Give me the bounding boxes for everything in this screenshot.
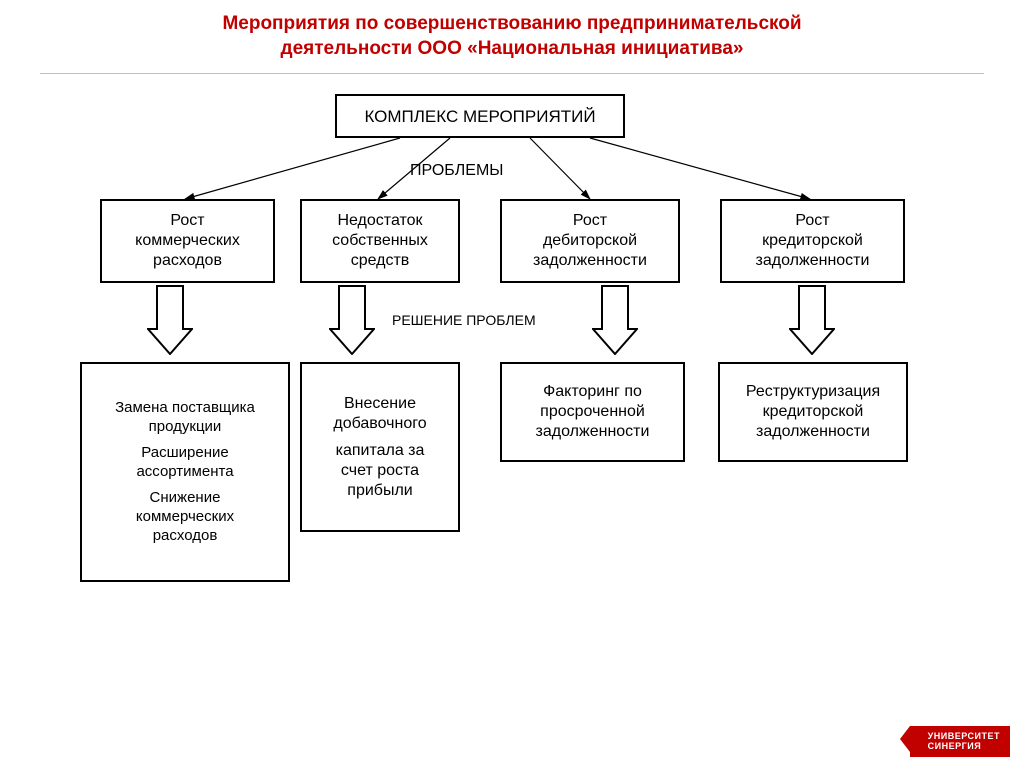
root-node: КОМПЛЕКС МЕРОПРИЯТИЙ bbox=[335, 94, 625, 138]
solution-0-line: Расширение bbox=[141, 444, 228, 463]
solution-0-line: расходов bbox=[153, 527, 218, 546]
problem-0-line: коммерческих bbox=[135, 231, 240, 251]
solution-3-line: кредиторской bbox=[763, 402, 864, 422]
problem-1-line: Недостаток bbox=[337, 211, 422, 231]
problem-3-line: Рост bbox=[795, 211, 829, 231]
solution-3-line: задолженности bbox=[756, 422, 870, 442]
solution-0-line: ассортимента bbox=[136, 463, 233, 482]
problem-0-line: Рост bbox=[170, 211, 204, 231]
slide-title: Мероприятия по совершенствованию предпри… bbox=[0, 0, 1024, 69]
logo-line2: СИНЕРГИЯ bbox=[928, 742, 1000, 751]
solution-0-line: продукции bbox=[149, 418, 222, 437]
problem-3-node: Росткредиторскойзадолженности bbox=[720, 199, 905, 283]
solution-0-line bbox=[184, 437, 186, 445]
problem-1-node: Недостатоксобственныхсредств bbox=[300, 199, 460, 283]
problem-0-line: расходов bbox=[153, 251, 222, 271]
solution-2-node: Факторинг попросроченнойзадолженности bbox=[500, 362, 685, 462]
problem-3-line: задолженности bbox=[756, 251, 870, 271]
solution-1-line: добавочного bbox=[333, 414, 426, 434]
problem-2-line: задолженности bbox=[533, 251, 647, 271]
solution-2-line: Факторинг по bbox=[543, 382, 642, 402]
problem-2-line: Рост bbox=[573, 211, 607, 231]
solution-0-line: коммерческих bbox=[136, 508, 234, 527]
solution-1-line: счет роста bbox=[341, 461, 419, 481]
university-logo: УНИВЕРСИТЕТ СИНЕРГИЯ bbox=[910, 726, 1010, 757]
problem-1-line: собственных bbox=[332, 231, 428, 251]
solution-0-node: Замена поставщикапродукции Расширениеасс… bbox=[80, 362, 290, 582]
solution-0-line: Снижение bbox=[150, 489, 221, 508]
problem-2-line: дебиторской bbox=[543, 231, 637, 251]
solution-1-line: Внесение bbox=[344, 394, 416, 414]
solution-1-line bbox=[379, 434, 381, 442]
section-label-solutions: РЕШЕНИЕ ПРОБЛЕМ bbox=[392, 312, 536, 328]
problem-0-node: Росткоммерческихрасходов bbox=[100, 199, 275, 283]
solution-1-line: капитала за bbox=[336, 441, 425, 461]
problem-1-line: средств bbox=[351, 251, 410, 271]
section-label-problems: ПРОБЛЕМЫ bbox=[410, 162, 503, 180]
solution-2-line: просроченной bbox=[540, 402, 645, 422]
solution-1-node: Внесениедобавочного капитала засчет рост… bbox=[300, 362, 460, 532]
block-arrow-0 bbox=[147, 285, 193, 355]
problem-3-line: кредиторской bbox=[762, 231, 863, 251]
diagram-canvas: КОМПЛЕКС МЕРОПРИЯТИЙ ПРОБЛЕМЫ РЕШЕНИЕ ПР… bbox=[0, 74, 1024, 734]
block-arrow-2 bbox=[592, 285, 638, 355]
problem-2-node: Ростдебиторскойзадолженности bbox=[500, 199, 680, 283]
block-arrow-3 bbox=[789, 285, 835, 355]
solution-3-line: Реструктуризация bbox=[746, 382, 880, 402]
solution-0-line bbox=[184, 482, 186, 490]
root-label: КОМПЛЕКС МЕРОПРИЯТИЙ bbox=[364, 106, 595, 127]
title-line1: Мероприятия по совершенствованию предпри… bbox=[222, 13, 801, 34]
block-arrow-1 bbox=[329, 285, 375, 355]
solution-2-line: задолженности bbox=[536, 422, 650, 442]
solution-0-line: Замена поставщика bbox=[115, 399, 255, 418]
solution-1-line: прибыли bbox=[347, 481, 412, 501]
solution-3-node: Реструктуризациякредиторскойзадолженност… bbox=[718, 362, 908, 462]
title-line2: деятельности ООО «Национальная инициатив… bbox=[281, 38, 744, 59]
